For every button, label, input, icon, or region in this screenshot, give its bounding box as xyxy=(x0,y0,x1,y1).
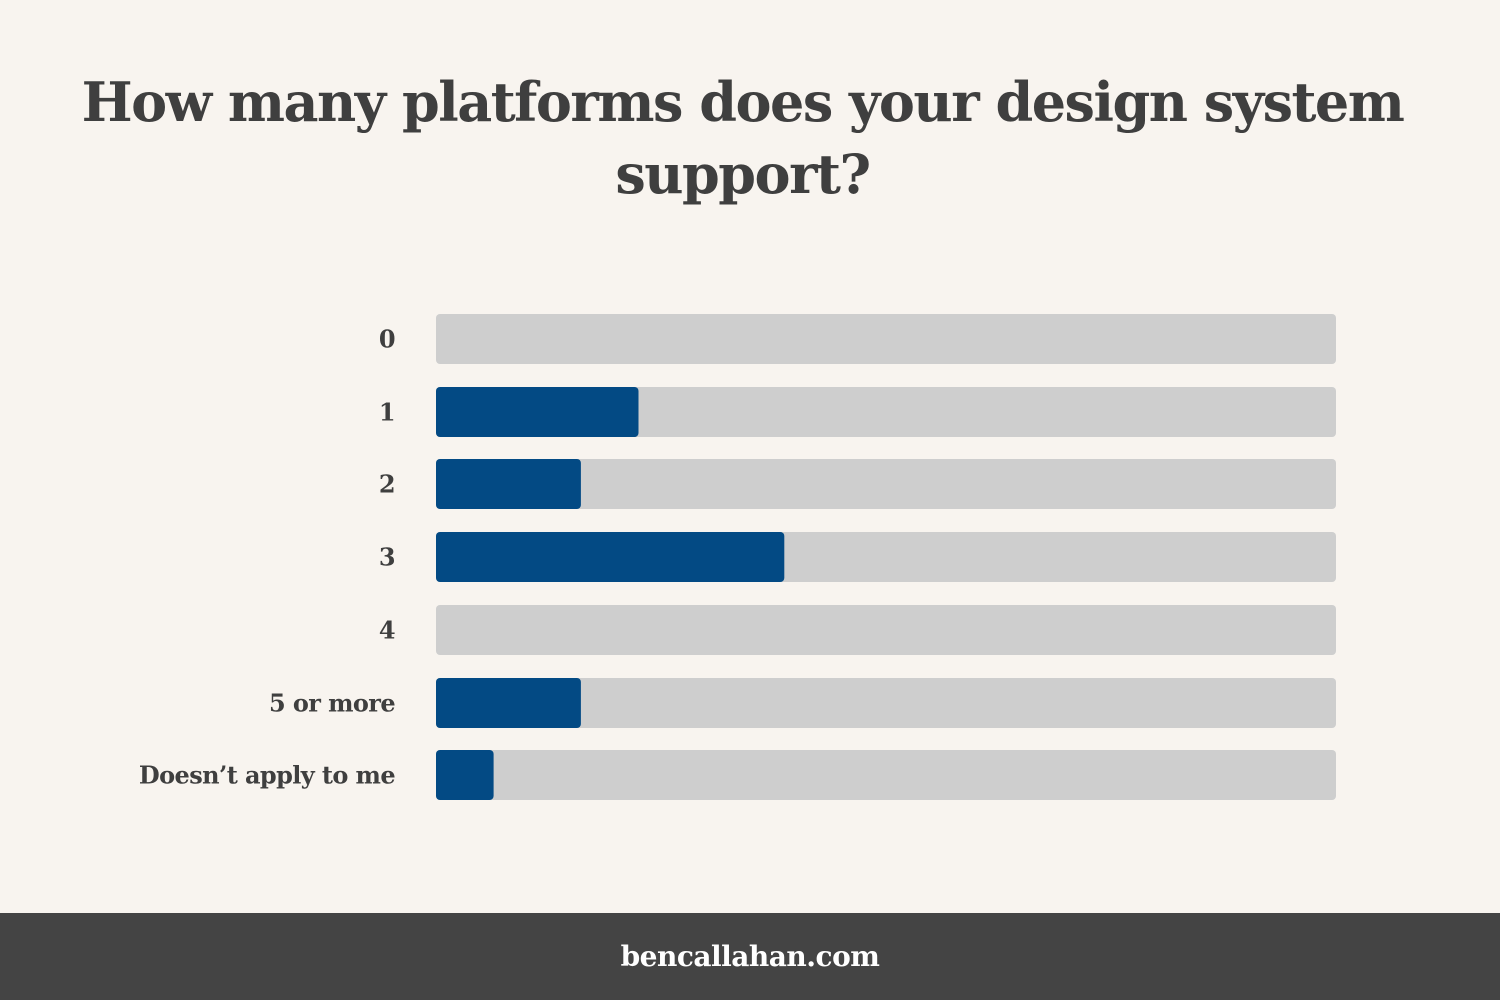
bar-track xyxy=(436,678,1336,728)
footer-site-link[interactable]: bencallahan.com xyxy=(620,940,880,973)
category-label: 0 xyxy=(379,325,395,354)
bar xyxy=(436,387,639,437)
bar xyxy=(436,459,581,509)
bar-track xyxy=(436,314,1336,364)
category-label: 4 xyxy=(379,616,395,645)
category-label: 2 xyxy=(379,470,395,499)
category-label: 5 or more xyxy=(269,689,395,718)
bar-chart: 0 1 2 3 4 5 or more Doesn’t apply to me xyxy=(139,314,1336,800)
bar-track xyxy=(436,459,1336,509)
bar-track xyxy=(436,605,1336,655)
category-label: 3 xyxy=(379,543,395,572)
bar-track xyxy=(436,387,1336,437)
category-label: Doesn’t apply to me xyxy=(139,761,395,790)
bar xyxy=(436,678,581,728)
footer: bencallahan.com xyxy=(0,913,1500,1000)
bar xyxy=(436,532,785,582)
bar xyxy=(436,750,494,800)
bar-track xyxy=(436,750,1336,800)
chart-title: How many platforms does your design syst… xyxy=(81,70,1405,206)
category-label: 1 xyxy=(379,398,395,427)
